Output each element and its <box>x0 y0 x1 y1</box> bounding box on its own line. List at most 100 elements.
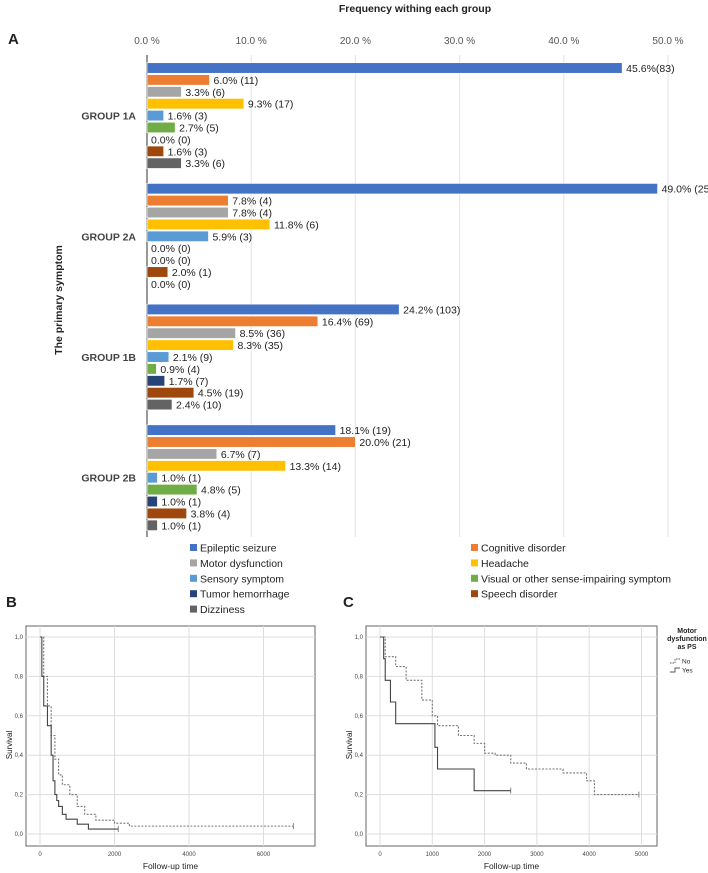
bar <box>146 303 400 315</box>
data-label: 2.4% (10) <box>176 400 222 412</box>
legend-label: Motor dysfunction <box>200 558 283 570</box>
panel-label-b: B <box>6 594 17 611</box>
legend-label: Cognitive disorder <box>481 543 566 555</box>
bar <box>146 472 158 484</box>
survival-curve-yes <box>380 636 511 792</box>
category-label: GROUP 1B <box>81 352 136 364</box>
legend-swatch <box>190 544 197 551</box>
x-axis-title: Follow-up time <box>484 861 540 871</box>
y-tick-label: 1,0 <box>15 635 24 641</box>
y-tick-label: 0,2 <box>355 793 364 799</box>
bar <box>146 206 229 219</box>
y-tick-label: 0,6 <box>15 714 24 720</box>
bar <box>146 86 182 98</box>
data-label: 2.1% (9) <box>173 352 213 364</box>
data-label: 1.0% (1) <box>161 497 201 509</box>
legend-label: Tumor hemorrhage <box>200 589 290 601</box>
y-tick-label: 0,4 <box>15 753 24 759</box>
data-label: 0.0% (0) <box>151 243 191 255</box>
category-label: GROUP 2A <box>81 231 136 243</box>
legend-title-line: as PS <box>677 644 696 651</box>
bar <box>146 448 218 460</box>
y-tick-label: 0,8 <box>355 674 364 680</box>
bar <box>146 230 209 242</box>
data-label: 2.7% (5) <box>179 123 219 135</box>
y-tick-label: 0,0 <box>15 832 24 838</box>
data-label: 11.8% (6) <box>274 219 319 231</box>
x-tick-label: 0 <box>378 852 382 858</box>
data-label: 24.2% (103) <box>403 304 460 316</box>
bar <box>146 121 176 134</box>
bar <box>146 387 195 399</box>
data-label: 0.0% (0) <box>151 134 191 146</box>
data-label: 8.3% (35) <box>237 340 283 352</box>
legend-label: No <box>682 659 691 666</box>
x-tick-label: 2000 <box>108 852 122 858</box>
data-label: 18.1% (19) <box>340 425 391 437</box>
x-tick-label: 10.0 % <box>236 36 267 47</box>
survival-curve-no <box>380 636 639 796</box>
x-tick-label: 4000 <box>583 852 597 858</box>
legend-swatch <box>471 574 478 582</box>
x-tick-label: 1000 <box>426 852 440 858</box>
legend-swatch <box>190 590 197 598</box>
panel-label-c: C <box>343 594 354 611</box>
data-label: 3.3% (6) <box>185 87 225 99</box>
x-tick-label: 20.0 % <box>340 36 371 47</box>
x-axis-title: Follow-up time <box>143 861 199 871</box>
bar <box>146 507 187 519</box>
legend-label: Dizziness <box>200 604 245 616</box>
data-label: 16.4% (69) <box>322 316 373 328</box>
legend-swatch <box>190 605 197 613</box>
data-label: 45.6%(83) <box>626 63 674 75</box>
bar <box>146 424 336 436</box>
data-label: 4.8% (5) <box>201 485 241 497</box>
bar <box>146 495 158 508</box>
legend-swatch <box>471 544 478 551</box>
data-label: 9.3% (17) <box>248 99 294 111</box>
legend-title-line: Motor <box>677 628 697 635</box>
x-tick-label: 5000 <box>635 852 649 858</box>
data-label: 13.3% (14) <box>290 461 341 473</box>
x-tick-label: 4000 <box>182 852 196 858</box>
bar <box>146 98 245 110</box>
legend-swatch <box>471 590 478 598</box>
x-tick-label: 0 <box>38 852 42 858</box>
legend-title-line: dysfunction <box>667 636 707 643</box>
bar <box>146 351 170 363</box>
bar <box>146 327 236 339</box>
x-axis-title: Frequency withing each group <box>339 3 491 15</box>
data-label: 1.7% (7) <box>169 376 209 388</box>
bar <box>146 218 271 230</box>
bar <box>146 110 164 122</box>
data-label: 1.0% (1) <box>161 473 201 485</box>
legend-label: Speech disorder <box>481 589 558 601</box>
x-tick-label: 40.0 % <box>548 36 579 47</box>
survival-curve-solid <box>40 636 119 830</box>
y-axis-title: Survival <box>5 731 14 760</box>
bar <box>146 195 229 207</box>
legend-swatch <box>190 559 197 567</box>
legend-swatch <box>471 559 478 567</box>
data-label: 0.0% (0) <box>151 255 191 267</box>
data-label: 3.3% (6) <box>185 158 225 170</box>
data-label: 7.8% (4) <box>232 196 272 208</box>
x-tick-label: 6000 <box>257 852 271 858</box>
data-label: 3.8% (4) <box>191 508 231 520</box>
data-label: 4.5% (19) <box>198 388 244 400</box>
data-label: 0.0% (0) <box>151 279 191 291</box>
panel-b-survival-chart: 0,0 0,2 0,4 0,6 0,8 1,0 0 2000 4000 6000 Follow-up… <box>5 625 316 871</box>
x-tick-label: 2000 <box>478 852 492 858</box>
panel-a-bar-chart: Frequency withing each group 0.0 % 10.0 % 2… <box>53 3 708 616</box>
data-label: 20.0% (21) <box>359 437 410 449</box>
y-tick-label: 0,8 <box>15 674 24 680</box>
legend-label: Headache <box>481 558 529 570</box>
bar <box>146 315 319 327</box>
x-tick-label: 50.0 % <box>652 36 683 47</box>
bar <box>146 375 166 387</box>
x-tick-label: 0.0 % <box>134 36 160 47</box>
y-tick-label: 0,6 <box>355 714 364 720</box>
y-tick-label: 1,0 <box>355 635 364 641</box>
x-tick-label: 30.0 % <box>444 36 475 47</box>
